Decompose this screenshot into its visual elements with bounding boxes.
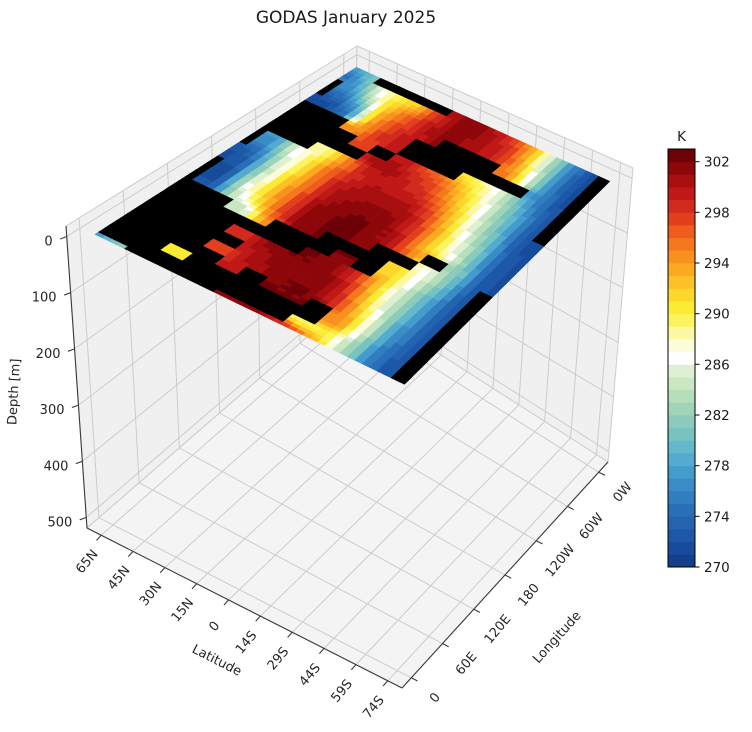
- longitude-tick-label: 180: [515, 581, 542, 610]
- colorbar-band: [668, 250, 695, 264]
- longitude-tick-label: 0W: [610, 480, 635, 506]
- colorbar-band: [668, 389, 695, 403]
- longitude-tick-label: 120E: [482, 612, 515, 647]
- depth-tick-label: 300: [40, 403, 65, 418]
- latitude-tick-label: 14S: [233, 629, 260, 658]
- colorbar-band: [668, 529, 695, 543]
- colorbar-band: [668, 364, 695, 378]
- colorbar-tick-label: 294: [704, 256, 730, 272]
- colorbar-band: [668, 339, 695, 353]
- latitude-tick-label: 45N: [105, 563, 133, 593]
- colorbar-tick-label: 286: [704, 357, 730, 373]
- colorbar-band: [668, 478, 695, 492]
- colorbar-band: [668, 554, 695, 568]
- colorbar-band: [668, 275, 695, 289]
- depth-tick-label: 500: [47, 515, 72, 530]
- colorbar-title: K: [677, 129, 687, 145]
- colorbar-tick-label: 274: [704, 509, 730, 525]
- colorbar-band: [668, 427, 695, 441]
- depth-tick-label: 400: [44, 459, 69, 474]
- colorbar-band: [668, 225, 695, 239]
- plot-title: GODAS January 2025: [255, 8, 437, 28]
- depth-axis-line: [65, 225, 88, 529]
- latitude-tick-label: 29S: [265, 645, 292, 674]
- colorbar-band: [668, 351, 695, 365]
- colorbar-band: [668, 465, 695, 479]
- colorbar-tick-label: 278: [704, 459, 730, 475]
- colorbar-band: [668, 402, 695, 416]
- longitude-tick-label: 120W: [543, 542, 579, 581]
- sst-surface-map: [94, 67, 611, 385]
- colorbar-band: [668, 212, 695, 226]
- longitude-tick-label: 0: [427, 690, 444, 706]
- colorbar-tick-label: 282: [704, 408, 730, 424]
- latitude-axis-line: [86, 527, 403, 689]
- colorbar-band: [668, 199, 695, 213]
- latitude-tick-label: 65N: [73, 547, 101, 577]
- colorbar-frame: [667, 148, 696, 568]
- latitude-tick-label: 30N: [137, 579, 165, 609]
- colorbar-band: [668, 491, 695, 505]
- colorbar-band: [668, 301, 695, 315]
- colorbar-band: [668, 516, 695, 530]
- longitude-tick-label: 60W: [577, 511, 607, 543]
- colorbar-tick-label: 298: [704, 205, 730, 221]
- colorbar-band: [668, 288, 695, 302]
- colorbar-band: [668, 440, 695, 454]
- latitude-tick-label: 74S: [360, 693, 387, 722]
- colorbar-band: [668, 187, 695, 201]
- latitude-tick-label: 15N: [169, 596, 197, 626]
- colorbar-band: [668, 174, 695, 188]
- colorbar-tick-label: 270: [704, 560, 730, 576]
- colorbar-band: [668, 149, 695, 163]
- depth-ticks: 0 100 200 300 400 500: [32, 235, 87, 530]
- depth-axis-label: Depth [m]: [5, 358, 23, 425]
- latitude-tick-label: 44S: [297, 661, 324, 690]
- latitude-tick-label: 0: [206, 619, 223, 635]
- depth-tick-label: 0: [44, 235, 52, 250]
- longitude-axis-label: Longitude: [530, 609, 584, 667]
- colorbar-band: [668, 313, 695, 327]
- latitude-tick-label: 59S: [329, 677, 356, 706]
- colorbar-band: [668, 326, 695, 340]
- depth-tick-label: 100: [32, 291, 57, 306]
- colorbar-band: [668, 503, 695, 517]
- colorbar-band: [668, 161, 695, 175]
- colorbar-band: [668, 415, 695, 429]
- depth-tick-label: 200: [36, 347, 61, 362]
- colorbar-tick-label: 302: [704, 155, 730, 171]
- colorbar-band: [668, 541, 695, 555]
- colorbar-band: [668, 237, 695, 251]
- colorbar-band: [668, 263, 695, 277]
- colorbar-tick-label: 290: [704, 307, 730, 323]
- colorbar-band: [668, 453, 695, 467]
- colorbar-band: [668, 377, 695, 391]
- colorbar: 302 298 294 290 286 282 278 274 270 K: [667, 129, 730, 576]
- longitude-tick-label: 60E: [453, 650, 480, 679]
